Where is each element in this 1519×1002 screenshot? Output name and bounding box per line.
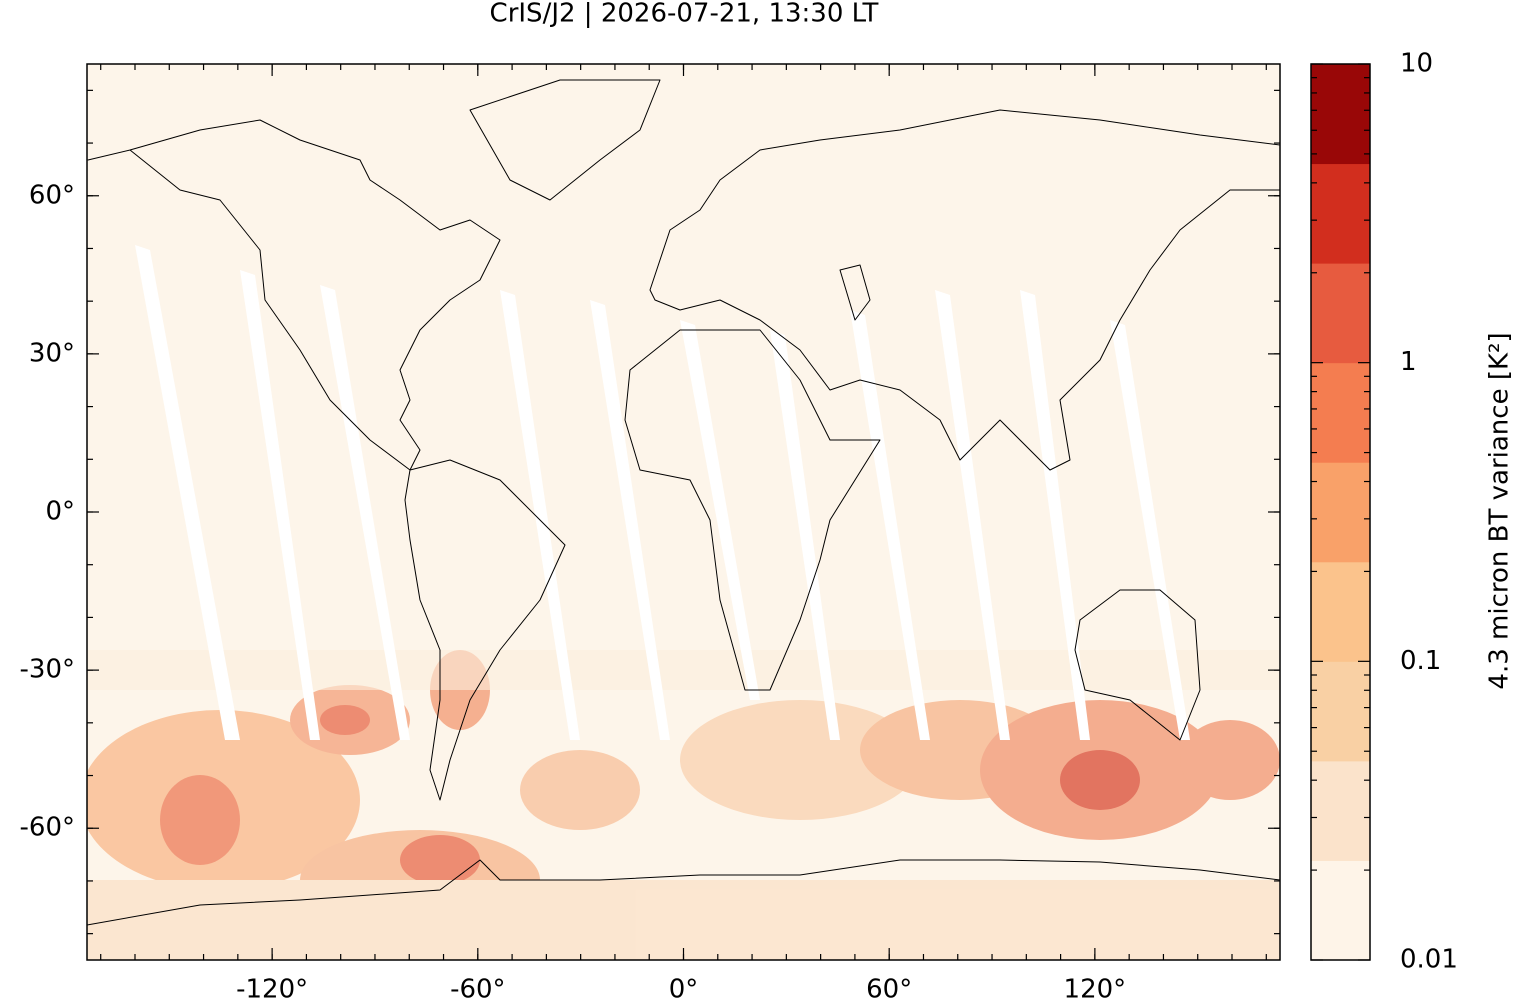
y-tick-label: 30° [29,338,75,368]
colorbar-band [1311,561,1370,662]
colorbar-tick-label: 10 [1400,49,1433,79]
y-tick-label: -30° [20,655,75,685]
colorbar-tick-label: 1 [1400,347,1417,377]
map-field [87,64,1280,960]
colorbar-tick-label: 0.01 [1400,945,1458,975]
colorbar-band [1311,263,1370,364]
x-tick-label: -60° [450,975,505,1002]
y-tick-label: -60° [20,813,75,843]
colorbar-label: 4.3 micron BT variance [K²] [1485,332,1515,689]
x-tick-label: 60° [866,975,912,1002]
x-tick-label: -120° [236,975,308,1002]
x-tick-label: 120° [1064,975,1127,1002]
colorbar-band [1311,163,1370,264]
map-title: CrIS/J2 | 2026-07-21, 13:30 LT [490,0,879,29]
y-tick-label: 0° [45,497,75,527]
coastlines [87,79,1280,926]
y-tick-label: 60° [29,180,75,210]
colorbar-tick-label: 0.1 [1400,646,1441,676]
colorbar-band [1311,661,1370,762]
colorbar-band [1311,760,1370,861]
colorbar-band [1311,362,1370,463]
colorbar-band [1311,860,1370,961]
colorbar-band [1311,64,1370,165]
colorbar-band [1311,462,1370,563]
x-tick-label: 0° [669,975,699,1002]
orbit-gaps [135,245,1190,740]
colorbar-frame [1310,63,1371,961]
